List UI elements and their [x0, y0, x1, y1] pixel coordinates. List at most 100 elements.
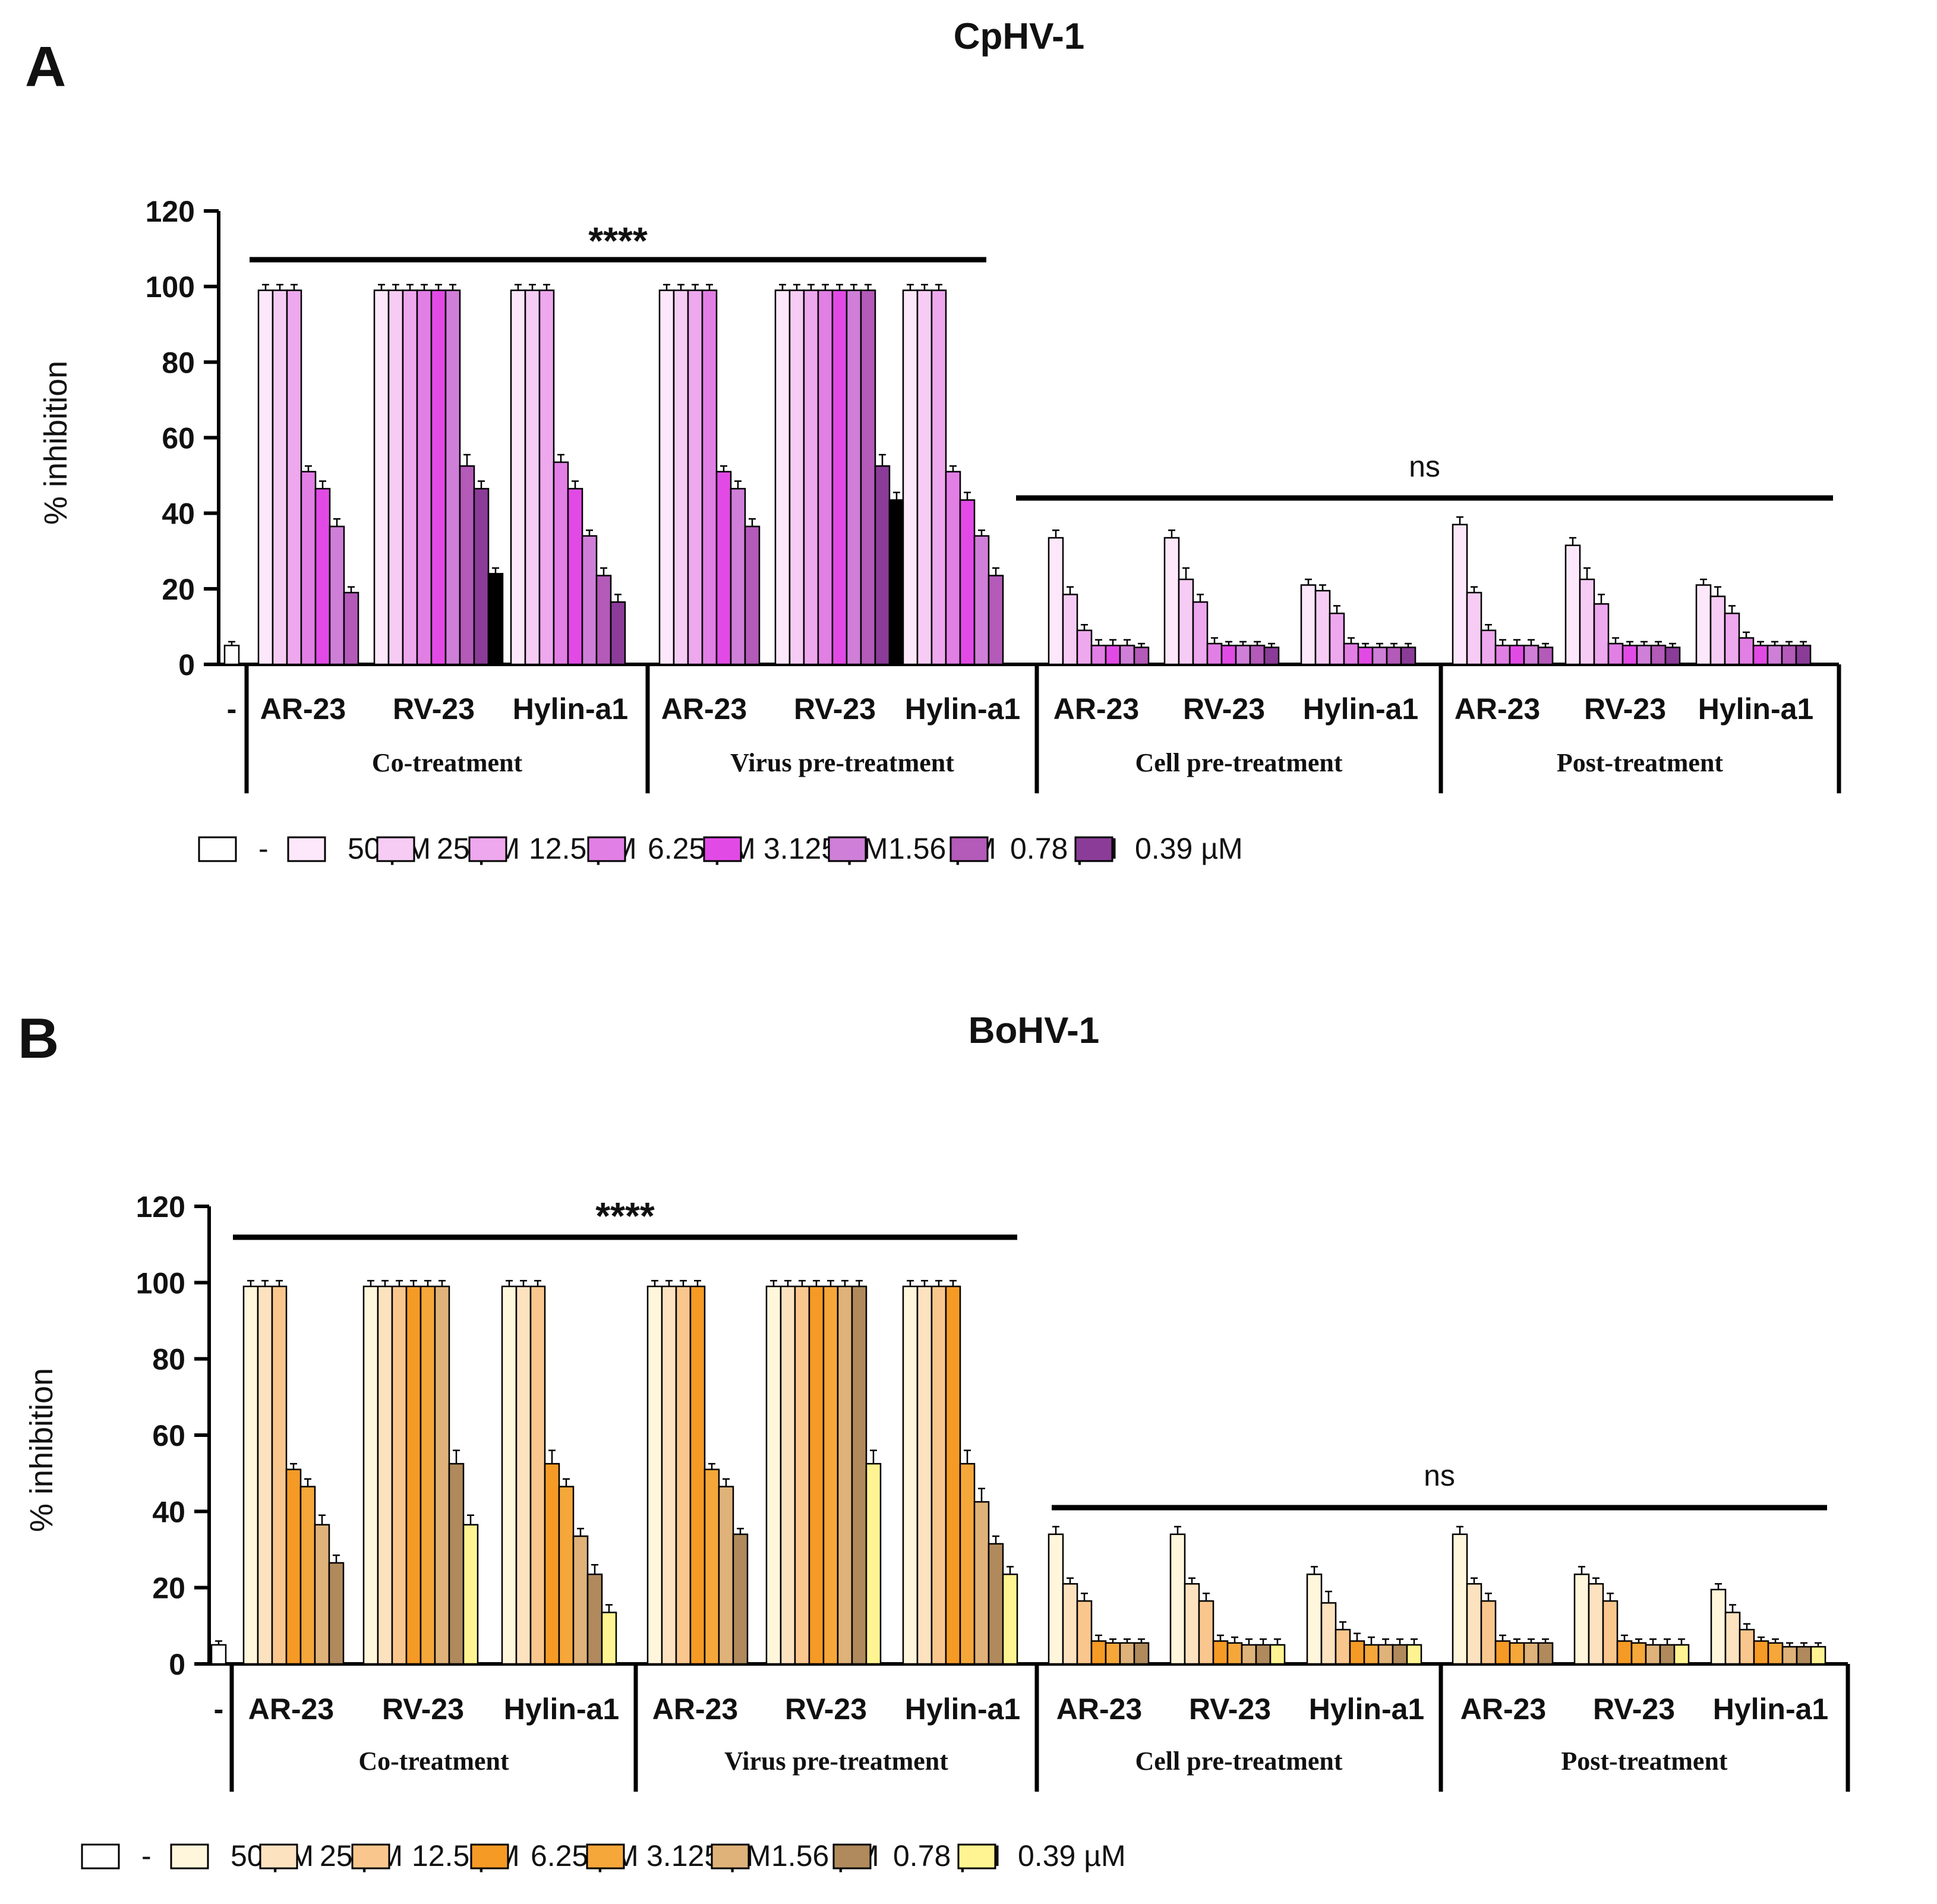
bar: [314, 488, 331, 666]
bar: [416, 289, 433, 666]
bar: [524, 289, 541, 666]
bar: [732, 1533, 749, 1665]
bar: [1452, 1533, 1468, 1665]
legend-swatch: [1074, 836, 1113, 862]
bar: [271, 1285, 288, 1665]
bar: [973, 535, 990, 666]
bar: [1573, 1573, 1590, 1665]
significance-label: ns: [1409, 450, 1440, 483]
y-tick-label: 40: [152, 1495, 185, 1528]
bar: [1537, 1642, 1554, 1665]
legend-swatch: [957, 1843, 996, 1870]
significance-label: ****: [595, 1194, 655, 1237]
bar: [1588, 1583, 1604, 1665]
bar: [945, 471, 961, 666]
legend-swatch: [198, 836, 237, 862]
x-tick-label-peptide: AR-23: [661, 692, 747, 726]
bar: [1695, 584, 1712, 666]
bar: [1709, 595, 1726, 666]
x-tick-label-peptide: RV-23: [382, 1692, 464, 1726]
bar: [831, 289, 848, 666]
legend-swatch: [470, 1843, 509, 1870]
x-tick-label-peptide: AR-23: [1460, 1692, 1546, 1726]
treatment-label: Cell pre-treatment: [1135, 748, 1342, 777]
x-tick-label-peptide: RV-23: [1183, 692, 1265, 726]
panel-letter: B: [18, 1007, 59, 1070]
bar: [1564, 544, 1581, 666]
bar: [817, 289, 834, 666]
bar: [1537, 647, 1554, 666]
bar: [718, 1486, 734, 1665]
significance-label: ns: [1424, 1459, 1455, 1492]
x-tick-label-peptide: AR-23: [1053, 692, 1139, 726]
bar: [1169, 1533, 1186, 1665]
x-tick-label-peptide: RV-23: [393, 692, 475, 726]
bar: [1002, 1573, 1018, 1665]
bar: [553, 461, 569, 666]
bar: [1220, 644, 1237, 666]
legend-swatch: [711, 1843, 750, 1870]
y-tick-label: 120: [146, 195, 195, 228]
bar: [1076, 1600, 1093, 1665]
bar: [846, 289, 862, 666]
y-tick-label: 40: [162, 497, 195, 531]
bar: [529, 1285, 546, 1665]
panel-title: CpHV-1: [954, 16, 1084, 57]
bar: [1163, 537, 1180, 666]
bar: [1810, 1645, 1826, 1665]
bar: [687, 289, 703, 666]
bar: [1645, 1644, 1661, 1665]
legend-swatch: [828, 836, 867, 862]
bar: [803, 289, 819, 666]
bar: [1523, 644, 1539, 666]
bar: [1269, 1644, 1286, 1665]
bar: [808, 1285, 825, 1665]
bar: [1724, 612, 1740, 666]
bar: [567, 488, 583, 666]
bar: [377, 1285, 393, 1665]
bar: [715, 471, 732, 666]
legend-swatch: [587, 836, 626, 862]
bar: [1335, 1629, 1351, 1665]
bar: [1466, 1583, 1482, 1665]
bar: [581, 535, 598, 666]
bar: [1494, 644, 1511, 666]
legend-swatch: [351, 1843, 390, 1870]
x-tick-label-peptide: AR-23: [652, 1692, 738, 1726]
y-axis-label: % inhibition: [24, 1368, 59, 1532]
bar: [272, 289, 288, 666]
bar: [1607, 642, 1624, 666]
bar: [916, 1285, 933, 1665]
bar: [780, 1285, 796, 1665]
bar: [459, 465, 475, 666]
bar: [257, 1285, 273, 1665]
bar: [1739, 1629, 1755, 1665]
bar: [1753, 1640, 1769, 1665]
bar: [1509, 644, 1525, 666]
bar: [988, 1543, 1004, 1665]
bar: [362, 1285, 379, 1665]
bar: [902, 289, 919, 666]
x-tick-label-peptide: AR-23: [260, 692, 346, 726]
legend-swatch: [170, 1843, 209, 1870]
bar: [242, 1285, 259, 1665]
significance-label: ****: [588, 219, 648, 262]
bar: [1371, 647, 1388, 666]
bar: [1133, 1642, 1150, 1665]
bar: [1480, 1600, 1497, 1665]
bar: [1406, 1644, 1422, 1665]
bar: [1300, 584, 1317, 666]
bar: [916, 289, 933, 666]
bar: [1579, 578, 1595, 666]
bar: [515, 1285, 532, 1665]
bar: [1226, 1642, 1243, 1665]
bar: [1062, 594, 1078, 666]
bar: [1523, 1642, 1539, 1665]
x-tick-label-peptide: AR-23: [1056, 1692, 1142, 1726]
x-tick-label-control: -: [214, 1692, 224, 1726]
bar: [223, 644, 240, 666]
bar: [959, 499, 976, 666]
x-tick-label-peptide: Hylin-a1: [1309, 1692, 1425, 1726]
bar: [387, 289, 404, 666]
